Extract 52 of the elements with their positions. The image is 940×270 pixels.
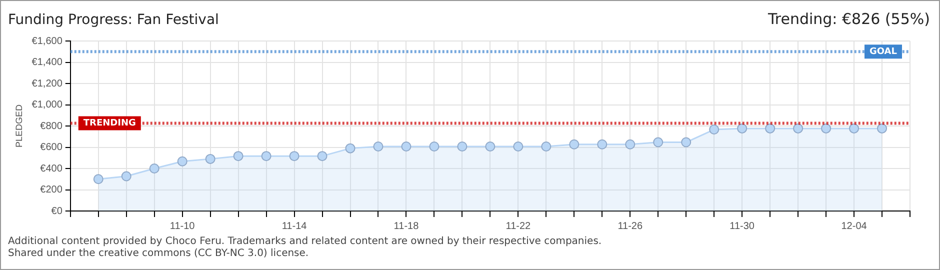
point bbox=[93, 174, 104, 184]
point bbox=[569, 139, 580, 150]
point bbox=[149, 164, 160, 174]
point bbox=[597, 139, 608, 150]
point bbox=[205, 154, 216, 164]
point bbox=[233, 151, 244, 162]
point bbox=[261, 151, 272, 162]
y-tick-label: €1,600 bbox=[32, 36, 63, 47]
point bbox=[765, 123, 776, 134]
point bbox=[177, 156, 188, 166]
chart-subtitle: Trending: €826 (55%) bbox=[768, 10, 930, 28]
y-tick-label: €400 bbox=[40, 163, 63, 174]
y-tick-label: €600 bbox=[40, 142, 63, 153]
point bbox=[681, 137, 692, 148]
point bbox=[821, 123, 832, 134]
y-tick-label: €0 bbox=[51, 206, 63, 217]
point bbox=[401, 142, 412, 152]
point bbox=[121, 171, 132, 182]
y-axis-title: PLEDGED bbox=[14, 104, 24, 148]
x-tick-label: 11-26 bbox=[618, 220, 643, 232]
point bbox=[429, 142, 440, 152]
text: Additional content provided by Choco Feru. Trademarks and related content are owned by their respective companies. bbox=[8, 236, 602, 248]
point bbox=[513, 142, 524, 152]
y-tick-label: €1,000 bbox=[32, 100, 63, 110]
y-tick-label: €1,200 bbox=[32, 78, 63, 90]
chart-title: Funding Progress: Fan Festival bbox=[8, 12, 219, 28]
x-tick-label: 11-30 bbox=[730, 220, 755, 232]
ref-line-label: GOAL bbox=[870, 46, 898, 57]
x-tick-label: 11-22 bbox=[506, 220, 532, 232]
y-tick-label: €1,400 bbox=[32, 57, 63, 68]
point bbox=[289, 151, 300, 162]
ref-line-label: TRENDING bbox=[83, 118, 136, 129]
point bbox=[485, 142, 496, 152]
point bbox=[737, 123, 748, 134]
point bbox=[541, 142, 552, 152]
x-tick-label: 11-18 bbox=[394, 220, 420, 232]
point bbox=[849, 123, 860, 134]
text: Shared under the creative commons (CC BY-NC 3.0) license. bbox=[8, 248, 310, 260]
point bbox=[317, 151, 328, 162]
point bbox=[709, 124, 720, 135]
x-tick-label: 11-10 bbox=[170, 220, 196, 232]
x-tick-label: 12-04 bbox=[841, 220, 868, 232]
point bbox=[625, 139, 636, 150]
point bbox=[373, 142, 384, 152]
x-tick-label: 11-14 bbox=[282, 220, 308, 232]
point bbox=[877, 123, 888, 134]
point bbox=[345, 143, 356, 154]
point bbox=[793, 123, 804, 134]
y-tick-label: €800 bbox=[40, 120, 63, 132]
point bbox=[653, 137, 664, 148]
y-tick-label: €200 bbox=[40, 184, 63, 196]
point bbox=[457, 142, 468, 152]
